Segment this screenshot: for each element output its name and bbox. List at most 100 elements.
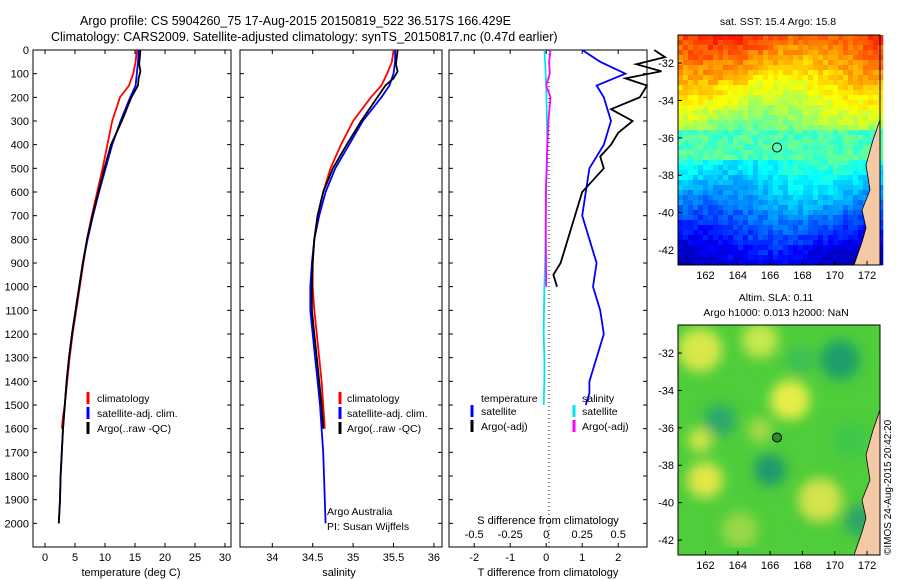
sst-cell bbox=[878, 235, 884, 241]
sst-cell bbox=[728, 150, 734, 156]
sst-cell bbox=[873, 55, 879, 61]
sst-cell bbox=[763, 120, 769, 126]
sst-cell bbox=[703, 165, 709, 171]
sst-cell bbox=[723, 75, 729, 81]
sst-cell bbox=[733, 115, 739, 121]
sst-cell bbox=[763, 140, 769, 146]
sst-cell bbox=[758, 205, 764, 211]
sst-cell bbox=[773, 80, 779, 86]
sst-cell bbox=[678, 140, 684, 146]
sst-cell bbox=[838, 250, 844, 256]
sst-cell bbox=[858, 205, 864, 211]
sst-cell bbox=[843, 260, 849, 266]
sst-cell bbox=[783, 120, 789, 126]
sst-cell bbox=[838, 210, 844, 216]
sst-cell bbox=[768, 195, 774, 201]
sst-cell bbox=[678, 165, 684, 171]
sst-cell bbox=[743, 260, 749, 266]
sst-cell bbox=[793, 150, 799, 156]
sst-cell bbox=[763, 125, 769, 131]
sst-cell bbox=[698, 160, 704, 166]
sst-cell bbox=[803, 130, 809, 136]
sst-cell bbox=[698, 150, 704, 156]
sst-cell bbox=[818, 140, 824, 146]
sst-cell bbox=[678, 65, 684, 71]
sst-cell bbox=[863, 125, 869, 131]
sst-cell bbox=[828, 245, 834, 251]
sst-cell bbox=[703, 225, 709, 231]
sst-cell bbox=[813, 105, 819, 111]
sst-cell bbox=[713, 160, 719, 166]
sst-cell bbox=[853, 225, 859, 231]
sst-cell bbox=[793, 55, 799, 61]
sst-cell bbox=[808, 190, 814, 196]
sst-cell bbox=[743, 75, 749, 81]
sst-cell bbox=[793, 70, 799, 76]
sst-cell bbox=[683, 80, 689, 86]
sst-cell bbox=[743, 95, 749, 101]
sst-cell bbox=[708, 105, 714, 111]
sst-cell bbox=[783, 45, 789, 51]
sst-cell bbox=[773, 40, 779, 46]
sst-cell bbox=[833, 225, 839, 231]
sst-cell bbox=[823, 250, 829, 256]
sst-cell bbox=[788, 125, 794, 131]
sst-cell bbox=[818, 35, 824, 41]
sst-cell bbox=[683, 190, 689, 196]
sst-cell bbox=[798, 170, 804, 176]
sst-cell bbox=[753, 80, 759, 86]
sst-cell bbox=[748, 225, 754, 231]
sst-cell bbox=[803, 45, 809, 51]
sst-cell bbox=[753, 135, 759, 141]
sst-cell bbox=[843, 250, 849, 256]
sst-cell bbox=[733, 175, 739, 181]
sst-cell bbox=[693, 35, 699, 41]
sst-cell bbox=[818, 230, 824, 236]
sst-cell bbox=[838, 55, 844, 61]
sst-cell bbox=[728, 110, 734, 116]
sst-cell bbox=[818, 70, 824, 76]
sst-cell bbox=[778, 225, 784, 231]
sst-cell bbox=[688, 55, 694, 61]
sst-cell bbox=[868, 125, 874, 131]
sst-cell bbox=[808, 50, 814, 56]
sst-cell bbox=[773, 170, 779, 176]
sst-cell bbox=[693, 80, 699, 86]
sst-cell bbox=[843, 90, 849, 96]
sst-cell bbox=[793, 255, 799, 261]
sst-cell bbox=[728, 80, 734, 86]
sst-cell bbox=[853, 35, 859, 41]
sst-cell bbox=[693, 140, 699, 146]
sst-cell bbox=[778, 110, 784, 116]
sst-cell bbox=[738, 135, 744, 141]
sla-blob bbox=[748, 418, 772, 442]
sst-cell bbox=[718, 45, 724, 51]
sst-cell bbox=[823, 120, 829, 126]
sst-cell bbox=[783, 35, 789, 41]
sst-cell bbox=[843, 225, 849, 231]
sst-cell bbox=[838, 90, 844, 96]
sst-cell bbox=[678, 130, 684, 136]
sst-cell bbox=[708, 215, 714, 221]
sst-cell bbox=[838, 95, 844, 101]
sst-cell bbox=[703, 110, 709, 116]
sst-cell bbox=[723, 205, 729, 211]
sst-cell bbox=[688, 70, 694, 76]
sst-cell bbox=[848, 185, 854, 191]
sst-cell bbox=[768, 40, 774, 46]
sst-cell bbox=[808, 140, 814, 146]
sst-cell bbox=[713, 110, 719, 116]
sst-cell bbox=[768, 145, 774, 151]
sst-cell bbox=[858, 110, 864, 116]
sst-cell bbox=[858, 75, 864, 81]
sst-cell bbox=[878, 195, 884, 201]
sst-cell bbox=[828, 210, 834, 216]
sst-cell bbox=[688, 40, 694, 46]
sst-cell bbox=[778, 135, 784, 141]
sst-cell bbox=[763, 240, 769, 246]
sst-cell bbox=[813, 150, 819, 156]
temperature-legend-climatology: climatology bbox=[97, 393, 150, 405]
sst-cell bbox=[743, 160, 749, 166]
sst-cell bbox=[683, 60, 689, 66]
sst-cell bbox=[703, 160, 709, 166]
